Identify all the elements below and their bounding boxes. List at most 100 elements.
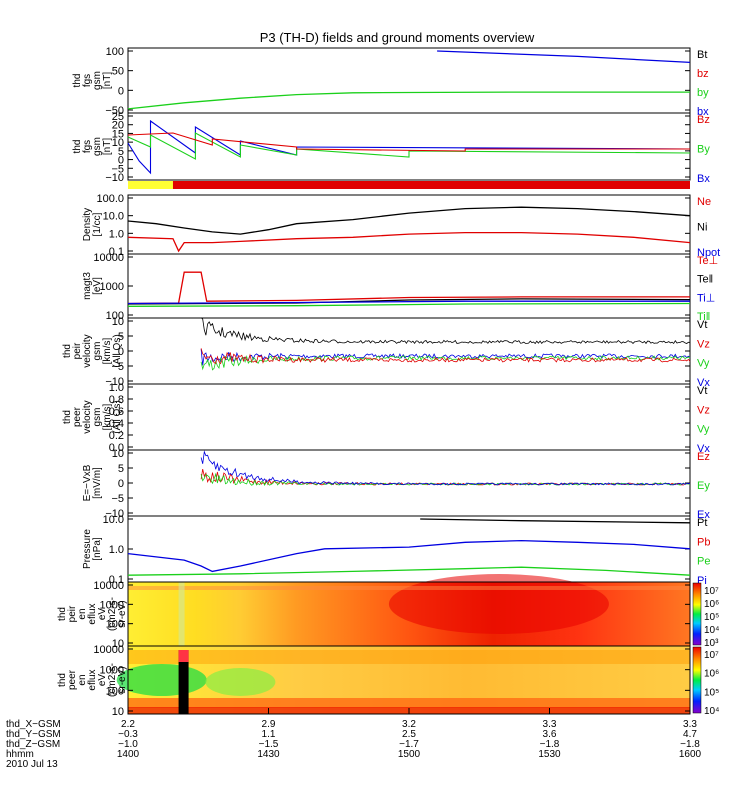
series-Ti⊥ <box>127 300 690 305</box>
y-tick-label: 100 <box>106 619 124 631</box>
y-tick-label: 5 <box>118 146 124 158</box>
y-axis-label: Density <box>82 208 93 241</box>
y-axis-label: [eV] <box>92 277 103 295</box>
y-axis-label: (cm2-s- <box>107 663 118 697</box>
figure-title: P3 (TH-D) fields and ground moments over… <box>260 30 535 45</box>
y-axis-label: eV <box>97 674 108 687</box>
y-axis-label: gsm <box>92 71 103 90</box>
series-Te⊥ <box>127 271 690 305</box>
y-tick-label: −10 <box>105 508 124 520</box>
y-axis-label: thd <box>57 673 68 687</box>
y-axis-label: [mV/m] <box>92 467 103 499</box>
legend-entry: Vx <box>697 377 710 389</box>
legend-entry: Vt <box>697 385 707 397</box>
y-axis-label: thd <box>72 74 83 88</box>
series-Pe <box>127 566 691 576</box>
legend-entry: Pe <box>697 556 710 568</box>
y-axis-label: (All Qs) <box>112 400 123 433</box>
spectrogram-band <box>128 586 690 590</box>
legend-entry: Ti⊥ <box>697 292 715 304</box>
series-By <box>127 132 691 160</box>
y-axis-label: [nPa] <box>92 537 103 561</box>
y-axis-label: thd <box>57 607 68 621</box>
spectrogram-gap <box>178 582 185 646</box>
y-tick-label: 0.8 <box>109 394 124 406</box>
x-row-label: thd_Y−GSM <box>6 729 61 740</box>
spectrogram-green <box>116 664 207 696</box>
x-row-label: hhmm <box>6 749 34 760</box>
y-axis-label: eflux <box>87 669 98 690</box>
x-row-value: 3.3 <box>543 719 557 730</box>
y-tick-label: 10.0 <box>103 514 124 526</box>
series-Pt <box>420 518 691 524</box>
y-axis-label: [km/s] <box>102 403 113 430</box>
legend-entry: Ez <box>697 451 710 463</box>
colorbar-tick: 10⁵ <box>704 687 719 698</box>
legend-entry: Ne <box>697 196 711 208</box>
y-tick-label: 0.2 <box>109 430 124 442</box>
colorbar-tick: 10⁴ <box>704 706 719 717</box>
panel-bar <box>128 181 690 189</box>
legend-entry: Npot <box>697 247 720 259</box>
y-tick-label: 10.0 <box>103 211 124 223</box>
panel-frame <box>127 112 691 181</box>
y-axis-label: sr-eV) <box>117 600 128 627</box>
y-tick-label: 25 <box>112 111 124 123</box>
legend-entry: Pt <box>697 517 707 529</box>
panel-frame <box>127 383 691 451</box>
legend-entry: Vz <box>697 338 710 350</box>
date-label: 2010 Jul 13 <box>6 759 58 770</box>
panel-frame <box>127 253 691 319</box>
series-Ni <box>127 206 691 235</box>
legend-entry: By <box>697 144 710 156</box>
legend-entry: Vy <box>697 424 710 436</box>
y-tick-label: 10 <box>112 448 124 460</box>
y-axis-label: peer <box>72 406 83 427</box>
x-row-label: thd_X−GSM <box>6 719 61 730</box>
colorbar-tick: 10⁴ <box>704 625 719 636</box>
x-row-value: 1600 <box>679 749 702 760</box>
y-tick-label: 100 <box>106 310 124 322</box>
y-tick-label: 100 <box>106 46 124 58</box>
colorbar-tick: 10⁷ <box>704 650 719 661</box>
y-tick-label: −5 <box>111 163 124 175</box>
x-row-value: 1530 <box>538 749 561 760</box>
status-segment <box>128 181 173 189</box>
legend-entry: Ey <box>697 480 710 492</box>
colorbar <box>692 582 702 646</box>
y-tick-label: 0 <box>118 478 124 490</box>
y-tick-label: 1.0 <box>109 382 124 394</box>
panel-peir_vel: 10 5 0 −5 −10 thd peir velocity gsm [km/s] (All Qs… <box>62 316 710 389</box>
y-axis-label: peer <box>67 669 78 690</box>
y-axis-label: velocity <box>82 334 93 367</box>
y-tick-label: 0.6 <box>109 406 124 418</box>
series-by <box>127 91 690 110</box>
panel-frame <box>127 317 691 385</box>
series-Vy <box>200 354 691 371</box>
legend-entry: Vt <box>697 319 707 331</box>
y-tick-label: 1.0 <box>109 544 124 556</box>
legend-entry: Vy <box>697 358 710 370</box>
panel-fgs: 100 50 0 −50 thd fgs gsm [nT] Bt bz by bx <box>72 46 709 118</box>
y-tick-label: 1.0 <box>109 228 124 240</box>
series-Bt <box>437 50 691 64</box>
y-tick-label: 10000 <box>93 644 124 656</box>
y-tick-label: 0 <box>118 85 124 97</box>
x-row-value: −1.5 <box>259 739 279 750</box>
spectrogram-low-band <box>128 698 690 708</box>
y-axis-label: en <box>77 674 88 685</box>
y-tick-label: 10 <box>112 638 124 650</box>
x-row-value: 2.5 <box>402 729 416 740</box>
x-row-value: 2.2 <box>121 719 135 730</box>
y-axis-label: peir <box>67 605 78 622</box>
spectrogram-gap-top <box>178 650 189 662</box>
y-axis-label: gsm <box>92 408 103 427</box>
spectrogram-green <box>205 668 276 696</box>
x-row-value: 1.1 <box>262 729 276 740</box>
series-Pi <box>127 539 691 573</box>
legend-entry: Vz <box>697 404 710 416</box>
spectrogram-band <box>128 650 690 664</box>
legend-entry: Bx <box>697 173 710 185</box>
